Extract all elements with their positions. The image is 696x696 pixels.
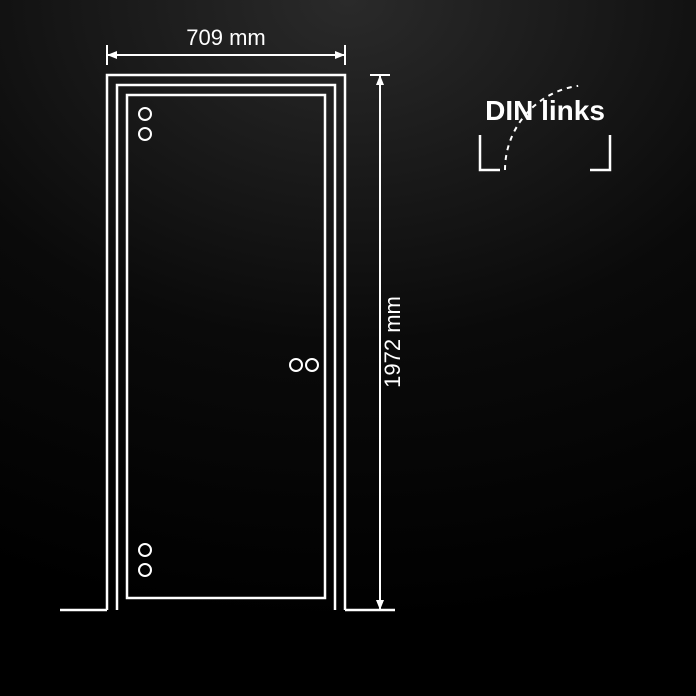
door-dimension-diagram: 709 mm 1972 mm DIN links: [0, 0, 696, 696]
din-symbol-label: DIN links: [485, 95, 605, 126]
height-dimension-label: 1972 mm: [380, 296, 405, 388]
door-frame-outer: [107, 75, 345, 610]
width-dimension-label: 709 mm: [186, 25, 265, 50]
door-frame-inner: [117, 85, 335, 610]
door-holes: [139, 108, 318, 576]
door-leaf: [127, 95, 325, 598]
